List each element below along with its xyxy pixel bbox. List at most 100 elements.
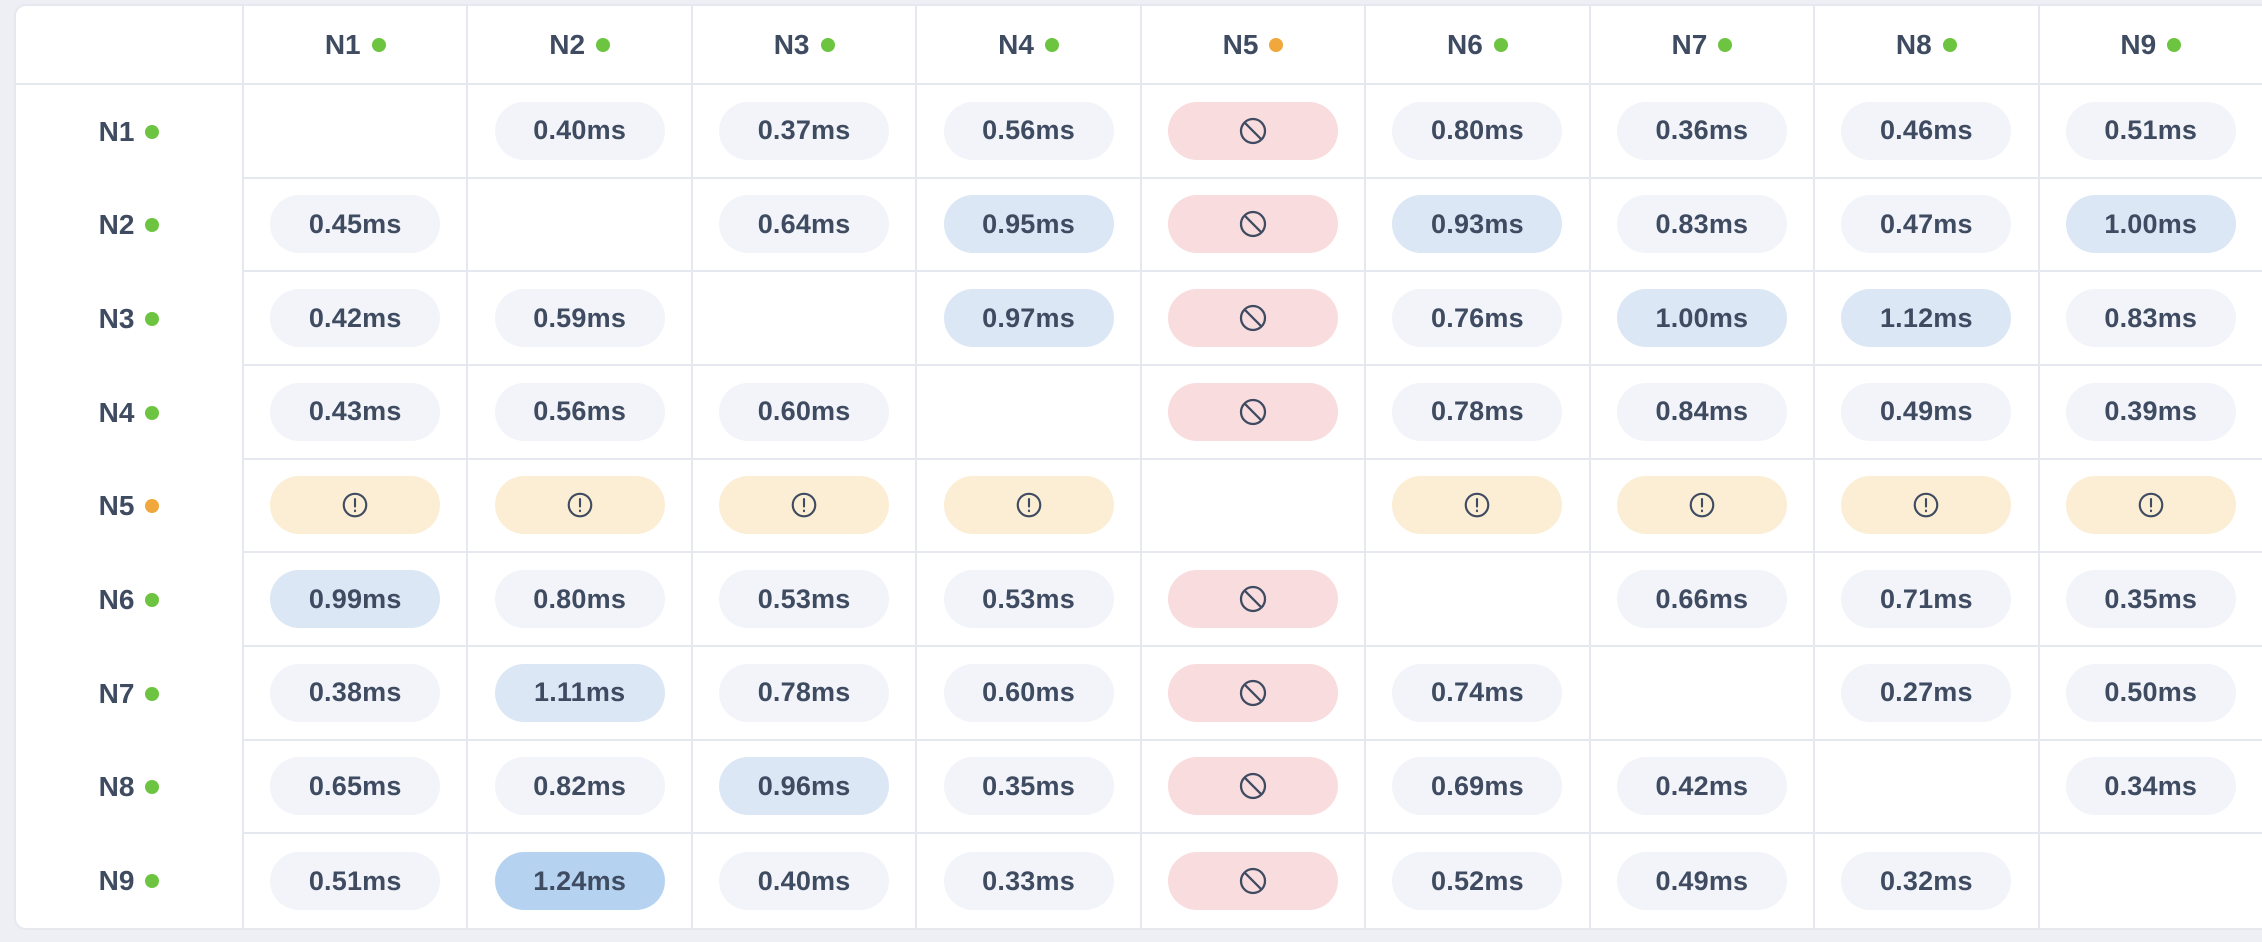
warning-pill[interactable] xyxy=(1841,476,2012,535)
latency-pill[interactable]: 0.97ms xyxy=(943,289,1114,348)
latency-pill[interactable]: 0.99ms xyxy=(270,570,441,629)
ban-icon xyxy=(1237,583,1269,615)
row-header-n7: N7 xyxy=(16,646,242,741)
latency-pill[interactable]: 0.51ms xyxy=(270,852,441,911)
latency-pill[interactable]: 0.49ms xyxy=(1616,852,1787,911)
latency-pill[interactable]: 0.59ms xyxy=(494,289,665,348)
latency-pill[interactable]: 0.53ms xyxy=(943,570,1114,629)
cell-n7-n1: 0.38ms xyxy=(242,646,467,741)
cell-n8-n3: 0.96ms xyxy=(690,740,916,835)
latency-pill[interactable]: 0.82ms xyxy=(494,757,665,816)
latency-pill[interactable]: 0.35ms xyxy=(943,757,1114,816)
latency-pill[interactable]: 0.52ms xyxy=(1392,852,1563,911)
row-header-content: N5 xyxy=(99,490,160,522)
latency-pill[interactable]: 0.96ms xyxy=(719,757,890,816)
latency-pill[interactable]: 0.40ms xyxy=(719,852,890,911)
latency-pill[interactable]: 0.65ms xyxy=(270,757,441,816)
cell-n9-n9 xyxy=(2037,834,2262,928)
cell-n1-n2: 0.40ms xyxy=(466,85,691,179)
cell-n1-n6: 0.80ms xyxy=(1364,85,1589,179)
latency-pill[interactable]: 0.40ms xyxy=(494,101,665,160)
latency-pill[interactable]: 0.46ms xyxy=(1841,101,2012,160)
cell-n8-n1: 0.65ms xyxy=(242,740,467,835)
row-header-content: N9 xyxy=(99,865,160,897)
latency-pill[interactable]: 0.27ms xyxy=(1841,663,2012,722)
cell-n3-n7: 1.00ms xyxy=(1588,272,1814,366)
latency-pill[interactable]: 0.56ms xyxy=(943,101,1114,160)
latency-pill[interactable]: 0.93ms xyxy=(1392,195,1563,254)
warning-pill[interactable] xyxy=(1392,476,1563,535)
latency-pill[interactable]: 0.71ms xyxy=(1841,570,2012,629)
latency-pill[interactable]: 0.50ms xyxy=(2065,663,2236,722)
blocked-pill[interactable] xyxy=(1167,195,1338,254)
latency-pill[interactable]: 0.78ms xyxy=(719,663,890,722)
latency-pill[interactable]: 0.45ms xyxy=(270,195,441,254)
latency-pill[interactable]: 0.84ms xyxy=(1616,382,1787,441)
latency-pill[interactable]: 0.64ms xyxy=(719,195,890,254)
latency-pill[interactable]: 1.11ms xyxy=(494,663,665,722)
latency-pill[interactable]: 0.83ms xyxy=(1616,195,1787,254)
warning-pill[interactable] xyxy=(943,476,1114,535)
latency-pill[interactable]: 1.00ms xyxy=(2065,195,2236,254)
status-dot xyxy=(820,37,835,52)
warning-pill[interactable] xyxy=(270,476,441,535)
latency-pill[interactable]: 0.37ms xyxy=(719,101,890,160)
latency-pill[interactable]: 0.80ms xyxy=(1392,101,1563,160)
warning-pill[interactable] xyxy=(2065,476,2236,535)
latency-pill[interactable]: 0.34ms xyxy=(2065,757,2236,816)
latency-pill[interactable]: 0.36ms xyxy=(1616,101,1787,160)
warning-pill[interactable] xyxy=(719,476,890,535)
column-header-content: N3 xyxy=(774,29,835,61)
latency-pill[interactable]: 0.39ms xyxy=(2065,382,2236,441)
latency-pill[interactable]: 0.35ms xyxy=(2065,570,2236,629)
column-header-label: N1 xyxy=(324,28,361,60)
cell-n2-n4: 0.95ms xyxy=(915,178,1140,273)
blocked-pill[interactable] xyxy=(1167,663,1338,722)
latency-pill[interactable]: 0.83ms xyxy=(2065,289,2236,348)
cell-n5-n5 xyxy=(1139,459,1365,554)
latency-pill[interactable]: 0.38ms xyxy=(270,663,441,722)
latency-pill[interactable]: 0.53ms xyxy=(719,570,890,629)
latency-pill[interactable]: 0.74ms xyxy=(1392,663,1563,722)
latency-pill[interactable]: 0.69ms xyxy=(1392,757,1563,816)
row-header-n4: N4 xyxy=(16,365,242,460)
latency-pill[interactable]: 0.33ms xyxy=(943,852,1114,911)
cell-n5-n8 xyxy=(1813,459,2038,554)
row-header-content: N8 xyxy=(99,771,160,803)
blocked-pill[interactable] xyxy=(1167,570,1338,629)
blocked-pill[interactable] xyxy=(1167,289,1338,348)
warning-pill[interactable] xyxy=(494,476,665,535)
cell-n1-n7: 0.36ms xyxy=(1588,85,1814,179)
latency-pill[interactable]: 0.66ms xyxy=(1616,570,1787,629)
cell-n5-n7 xyxy=(1588,459,1814,554)
latency-pill[interactable]: 0.42ms xyxy=(1616,757,1787,816)
latency-pill[interactable]: 0.42ms xyxy=(270,289,441,348)
cell-n4-n6: 0.78ms xyxy=(1364,365,1589,460)
status-dot xyxy=(145,499,160,514)
blocked-pill[interactable] xyxy=(1167,852,1338,911)
latency-pill[interactable]: 0.47ms xyxy=(1841,195,2012,254)
latency-pill[interactable]: 0.60ms xyxy=(943,663,1114,722)
alert-circle-icon xyxy=(1014,490,1044,520)
blocked-pill[interactable] xyxy=(1167,382,1338,441)
latency-pill[interactable]: 0.78ms xyxy=(1392,382,1563,441)
latency-pill[interactable]: 0.51ms xyxy=(2065,101,2236,160)
latency-pill[interactable]: 1.24ms xyxy=(494,852,665,911)
latency-pill[interactable]: 1.12ms xyxy=(1841,289,2012,348)
cell-n9-n1: 0.51ms xyxy=(242,834,467,928)
latency-pill[interactable]: 0.95ms xyxy=(943,195,1114,254)
latency-pill[interactable]: 0.49ms xyxy=(1841,382,2012,441)
blocked-pill[interactable] xyxy=(1167,101,1338,160)
latency-pill[interactable]: 0.76ms xyxy=(1392,289,1563,348)
latency-pill[interactable]: 0.43ms xyxy=(270,382,441,441)
latency-pill[interactable]: 0.80ms xyxy=(494,570,665,629)
latency-pill[interactable]: 0.56ms xyxy=(494,382,665,441)
column-header-label: N8 xyxy=(1895,28,1932,60)
row-header-content: N4 xyxy=(99,397,160,429)
warning-pill[interactable] xyxy=(1616,476,1787,535)
latency-pill[interactable]: 1.00ms xyxy=(1616,289,1787,348)
blocked-pill[interactable] xyxy=(1167,757,1338,816)
cell-n8-n7: 0.42ms xyxy=(1588,740,1814,835)
latency-pill[interactable]: 0.32ms xyxy=(1841,852,2012,911)
latency-pill[interactable]: 0.60ms xyxy=(719,382,890,441)
